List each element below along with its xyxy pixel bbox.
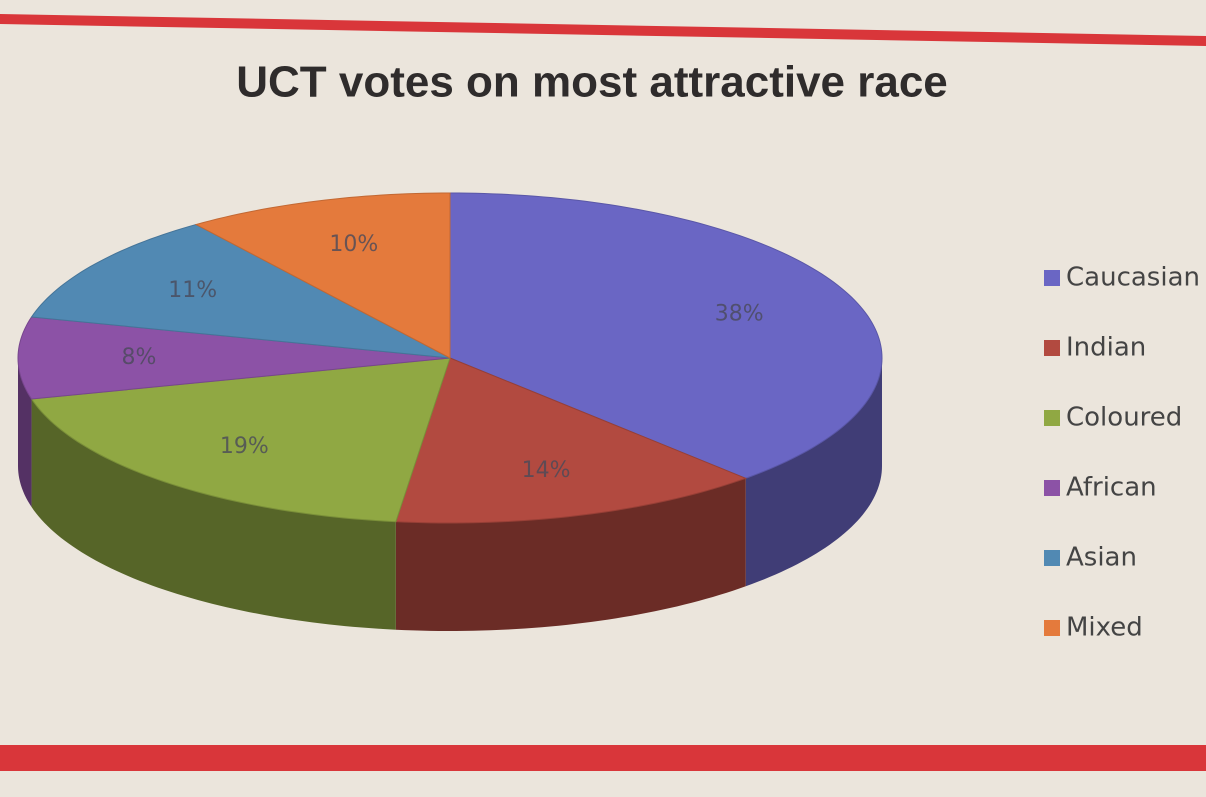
value-label: 14% — [522, 458, 571, 483]
slice — [30, 223, 451, 359]
legend-label: Coloured — [1066, 403, 1182, 433]
legend-swatch — [1044, 340, 1060, 356]
legend: Caucasian Indian Coloured African Asian Mixed — [1044, 263, 1200, 643]
slice-side — [745, 358, 882, 587]
legend-swatch — [1044, 270, 1060, 286]
value-label: 8% — [122, 345, 157, 370]
legend-label: Asian — [1066, 543, 1137, 573]
value-label: 11% — [168, 278, 217, 303]
top-rule — [0, 14, 1206, 46]
bottom-rule — [0, 745, 1206, 771]
value-label: 10% — [329, 232, 378, 257]
legend-label: African — [1066, 473, 1157, 503]
legend-swatch — [1044, 480, 1060, 496]
legend-swatch — [1044, 620, 1060, 636]
slice-side — [395, 478, 746, 631]
value-label: 19% — [220, 434, 269, 459]
legend-label: Caucasian — [1066, 263, 1200, 293]
slice — [17, 316, 451, 400]
value-label: 38% — [715, 301, 764, 326]
legend-label: Mixed — [1066, 613, 1143, 643]
chart-title: UCT votes on most attractive race — [236, 58, 948, 107]
legend-label: Indian — [1066, 333, 1146, 363]
slice — [449, 192, 883, 479]
pie: 38% 14% 19% 8% 11% 10% — [17, 192, 883, 631]
slice — [194, 192, 451, 359]
slice-side — [31, 399, 396, 630]
legend-swatch — [1044, 550, 1060, 566]
slice — [30, 357, 451, 523]
legend-swatch — [1044, 410, 1060, 426]
slice-side — [18, 358, 32, 508]
slice — [395, 357, 748, 524]
